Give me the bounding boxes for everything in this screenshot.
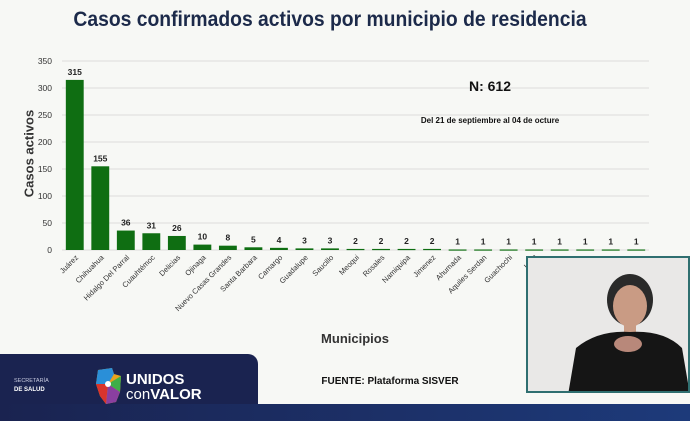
data-label: 8 bbox=[226, 233, 231, 243]
bar bbox=[244, 247, 263, 250]
x-tick-label: Delicias bbox=[157, 253, 182, 278]
bar bbox=[474, 249, 493, 251]
total-cases: N: 612 bbox=[468, 78, 512, 94]
interpreter-figure bbox=[568, 274, 688, 391]
footer-band bbox=[0, 404, 690, 421]
x-axis-label: Municipios bbox=[321, 331, 389, 346]
data-label: 2 bbox=[404, 236, 409, 246]
bar bbox=[372, 248, 390, 251]
bar bbox=[397, 248, 416, 251]
source-note: FUENTE: Plataforma SISVER bbox=[321, 376, 459, 387]
bar bbox=[423, 248, 441, 251]
bar bbox=[65, 79, 84, 251]
y-tick-label: 200 bbox=[38, 137, 52, 147]
y-tick-label: 0 bbox=[47, 245, 52, 255]
data-label: 2 bbox=[379, 236, 384, 246]
data-label: 3 bbox=[328, 235, 333, 245]
bar bbox=[295, 248, 314, 250]
bar bbox=[218, 245, 237, 250]
data-label: 26 bbox=[172, 223, 182, 233]
y-tick-label: 250 bbox=[38, 110, 52, 120]
bar bbox=[142, 233, 161, 250]
x-tick-label: Guachochi bbox=[482, 253, 514, 285]
data-label: 1 bbox=[634, 236, 639, 246]
data-label: 10 bbox=[198, 232, 208, 242]
data-label: 4 bbox=[277, 235, 282, 245]
y-axis-label: Casos activos bbox=[21, 109, 37, 198]
sign-language-interpreter-video bbox=[526, 256, 690, 393]
salud-text: DE SALUD bbox=[14, 387, 45, 393]
bar bbox=[346, 248, 365, 251]
bar bbox=[193, 244, 212, 250]
bar bbox=[525, 249, 544, 251]
date-range: Del 21 de septiembre al 04 de octure bbox=[420, 116, 560, 125]
bar bbox=[601, 249, 620, 251]
data-label: 1 bbox=[532, 236, 537, 246]
y-tick-label: 150 bbox=[38, 164, 52, 174]
data-label: 315 bbox=[68, 67, 82, 77]
data-label: 31 bbox=[147, 220, 157, 230]
bar bbox=[270, 247, 288, 250]
x-tick-label: Saucillo bbox=[310, 253, 335, 278]
y-tick-label: 100 bbox=[38, 191, 52, 201]
x-tick-label: Hidalgo Del Parral bbox=[82, 253, 132, 303]
data-label: 1 bbox=[506, 236, 511, 246]
data-label: 1 bbox=[583, 236, 588, 246]
bar bbox=[576, 249, 595, 251]
data-label: 1 bbox=[455, 236, 460, 246]
data-label: 1 bbox=[557, 236, 562, 246]
bar bbox=[321, 248, 339, 250]
bar bbox=[167, 235, 186, 250]
data-label: 155 bbox=[93, 153, 107, 163]
y-tick-label: 300 bbox=[38, 83, 52, 93]
data-label: 2 bbox=[353, 236, 358, 246]
x-tick-label: Meoqui bbox=[337, 253, 361, 277]
bar bbox=[627, 249, 646, 251]
x-tick-label: Namiquipa bbox=[380, 252, 412, 284]
secretaria-salud-logo: SECRETARÍA DE SALUD bbox=[14, 377, 49, 395]
secretaria-text: SECRETARÍA bbox=[14, 378, 49, 384]
x-tick-label: Ojinaga bbox=[183, 252, 208, 277]
data-label: 5 bbox=[251, 234, 256, 244]
data-label: 36 bbox=[121, 218, 131, 228]
bar bbox=[91, 166, 110, 250]
state-map-logo-icon bbox=[96, 368, 121, 404]
bar bbox=[499, 249, 518, 251]
y-tick-label: 350 bbox=[38, 56, 52, 66]
chart-title: Casos confirmados activos por municipio … bbox=[73, 8, 587, 31]
data-label: 1 bbox=[608, 236, 613, 246]
data-label: 1 bbox=[481, 236, 486, 246]
y-tick-label: 50 bbox=[43, 218, 53, 228]
data-label: 3 bbox=[302, 235, 307, 245]
data-label: 2 bbox=[430, 236, 435, 246]
x-tick-label: Juárez bbox=[58, 253, 80, 275]
bar bbox=[448, 249, 467, 251]
unidos-con-valor-logo: UNIDOS conVALOR bbox=[126, 371, 202, 403]
bar bbox=[116, 230, 135, 250]
bar bbox=[550, 249, 569, 251]
